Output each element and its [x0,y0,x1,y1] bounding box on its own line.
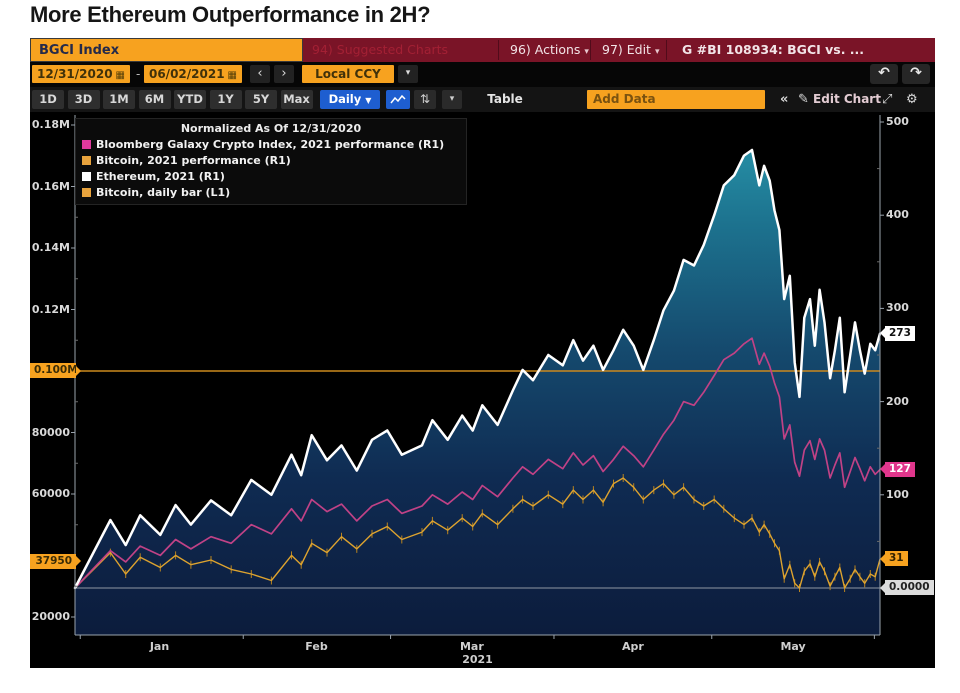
left-axis-tick-label: 0.12M [31,302,70,316]
legend-swatch [82,155,91,165]
left-axis-tick-label: 20000 [31,610,70,623]
bitcoin-last-price-badge: 37950 [30,553,81,569]
menubar-divider [498,40,499,60]
edit-chart-button[interactable]: ✎ Edit Chart [798,92,881,107]
menubar: BGCI Index 94) Suggested Charts 96) Acti… [30,38,935,62]
range-tab-1m[interactable]: 1M [103,90,135,109]
pencil-icon: ✎ [798,92,809,107]
legend-item-2[interactable]: Ethereum, 2021 (R1) [82,168,460,184]
start-date-field[interactable]: 12/31/2020 ▦ [32,65,130,83]
right-axis-tick-label: 200 [886,394,909,408]
range-tab-6m[interactable]: 6M [138,90,171,109]
candlestick-chart-icon[interactable]: ⇅ [414,90,436,109]
next-period-button[interactable]: › [274,65,294,83]
legend-swatch [82,187,91,197]
left-axis-tick-label: 60000 [31,487,70,500]
menubar-divider [666,40,667,60]
currency-select[interactable]: Local CCY [302,65,394,83]
left-axis-tick-label: 0.18M [31,118,70,131]
threshold-price-badge: 0.100M [30,363,81,378]
page-title: More Ethereum Outperformance in 2H? [30,2,431,27]
add-data-input[interactable]: Add Data [587,90,765,109]
x-axis-month-label: Jan [149,640,170,653]
legend-swatch [82,171,91,181]
collapse-panel-icon[interactable]: « [780,92,789,107]
date-row: 12/31/2020 ▦ - 06/02/2021 ▦ ‹ › Local CCY … [30,62,935,87]
menu-suggested-charts[interactable]: 94) Suggested Charts [312,42,449,57]
range-tab-1y[interactable]: 1Y [209,90,242,109]
x-axis-month-label: Apr [621,640,644,653]
left-axis-tick-label: 80000 [31,425,70,439]
chart-type-dropdown-icon[interactable]: ▾ [442,90,462,109]
menubar-divider [590,40,591,60]
bitcoin-last-value-badge: 31 [880,551,908,567]
right-axis-tick-label: 100 [886,487,909,501]
currency-dropdown-icon[interactable]: ▾ [398,65,418,83]
date-range-dash: - [136,67,141,81]
ticker-field[interactable]: BGCI Index [30,38,303,62]
redo-button[interactable]: ↷ [902,64,930,84]
legend-item-0[interactable]: Bloomberg Galaxy Crypto Index, 2021 perf… [82,136,460,152]
menu-edit[interactable]: 97) Edit ▾ [602,42,660,57]
right-axis-tick-label: 300 [886,301,909,315]
chart-title: G #BI 108934: BGCI vs. ... [682,42,865,57]
x-axis-month-label: Mar [459,640,484,653]
bgci-last-value-badge: 127 [880,461,915,477]
chevron-down-icon: ▾ [654,47,660,57]
chart-toolbar: 1D 3D 1M 6M YTD 1Y 5Y Max Daily ▼ ⇅ ▾ Table Add… [30,87,935,112]
undo-button[interactable]: ↶ [870,64,898,84]
end-date-field[interactable]: 06/02/2021 ▦ [144,65,242,83]
table-button[interactable]: Table [487,92,523,106]
bloomberg-terminal: BGCI Index 94) Suggested Charts 96) Acti… [30,38,935,668]
range-tab-1d[interactable]: 1D [32,90,64,109]
chevron-down-icon: ▼ [365,96,372,105]
legend-label: Bitcoin, 2021 performance (R1) [96,153,291,167]
gear-icon[interactable]: ⚙ [906,92,918,107]
chevron-down-icon: ▾ [584,47,589,57]
ethereum-last-value-badge: 273 [880,325,915,341]
range-tab-ytd[interactable]: YTD [174,90,206,109]
frequency-select[interactable]: Daily ▼ [320,90,380,109]
legend-title: Normalized As Of 12/31/2020 [180,122,362,135]
legend-item-1[interactable]: Bitcoin, 2021 performance (R1) [82,152,460,168]
prev-period-button[interactable]: ‹ [250,65,270,83]
line-chart-type-icon[interactable] [386,90,410,109]
x-axis-month-label: May [780,640,806,653]
x-axis-month-label: Feb [305,640,328,653]
right-axis-tick-label: 400 [886,208,909,222]
expand-icon[interactable]: ⤢ [882,92,893,107]
legend-label: Ethereum, 2021 (R1) [96,169,225,183]
legend-item-3[interactable]: Bitcoin, daily bar (L1) [82,184,460,200]
range-tab-5y[interactable]: 5Y [245,90,277,109]
range-tab-max[interactable]: Max [280,90,313,109]
chart-legend: Normalized As Of 12/31/2020 Bloomberg Ga… [75,118,467,205]
left-axis-tick-label: 0.14M [31,241,70,254]
range-tab-3d[interactable]: 3D [67,90,100,109]
legend-label: Bloomberg Galaxy Crypto Index, 2021 perf… [96,137,445,151]
left-axis-tick-label: 0.16M [31,179,70,193]
baseline-last-value-badge: 0.0000 [880,580,934,595]
calendar-icon: ▦ [227,70,237,81]
menu-actions[interactable]: 96) Actions ▾ [510,42,589,57]
legend-swatch [82,139,91,149]
right-axis-tick-label: 500 [886,115,909,128]
legend-label: Bitcoin, daily bar (L1) [96,185,231,199]
calendar-icon: ▦ [115,70,125,81]
x-axis-year-label: 2021 [462,653,493,666]
